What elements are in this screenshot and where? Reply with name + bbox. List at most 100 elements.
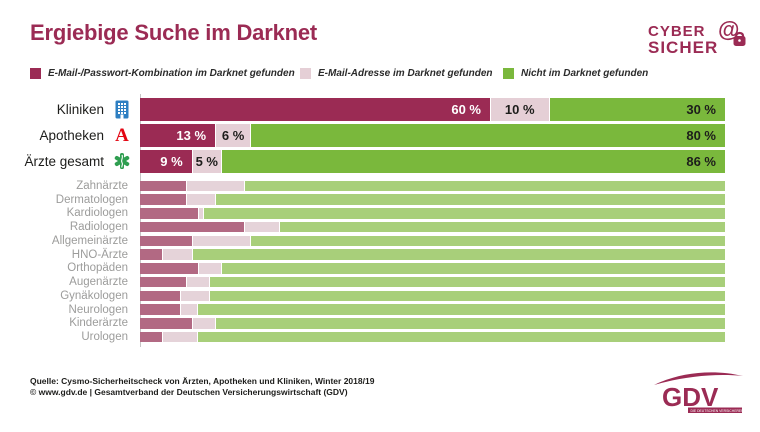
bar-segment-found-email (163, 249, 193, 260)
bar-segment-found-email (198, 263, 222, 274)
stacked-bar (140, 331, 725, 343)
category-label: HNO-Ärzte (71, 248, 128, 261)
legend-item-not-found: Nicht im Darknet gefunden (503, 66, 648, 80)
stacked-bar (140, 208, 725, 219)
stacked-bar: 9 % 5 % 86 % (140, 150, 725, 173)
row-label-cell: Kinderärzte (0, 317, 140, 330)
bar-segment-found-email (186, 180, 246, 191)
bar-segment-found-combo: 9 % (140, 150, 193, 173)
row-label-cell: Zahnärzte (0, 180, 140, 192)
bar-segment-found-combo (140, 249, 164, 260)
bar-segment-found-email: 5 % (192, 150, 222, 173)
category-label: Orthopäden (67, 262, 128, 275)
value-label: 60 % (451, 101, 481, 117)
bar-segment-found-combo (140, 221, 246, 233)
stacked-bar (140, 249, 725, 260)
apotheke-a-icon: A (115, 124, 129, 146)
bar-segment-found-email (192, 235, 252, 246)
bar-row-apotheken: Apotheken A 13 % 6 % 80 % (0, 124, 725, 147)
stacked-bar (140, 304, 725, 315)
bar-row-allgemeinärzte: Allgemeinärzte (0, 235, 725, 247)
bar-segment-found-combo: 13 % (140, 124, 217, 147)
bar-segment-not-found (204, 208, 725, 219)
row-label-cell: Kardiologen (0, 207, 140, 220)
legend-item-email-found: E-Mail-Adresse im Darknet gefunden (300, 66, 492, 80)
copyright-line: © www.gdv.de | Gesamtverband der Deutsch… (30, 387, 348, 397)
gdv-swoosh-icon (654, 372, 743, 385)
bar-segment-found-combo (140, 318, 193, 329)
category-label: Kinderärzte (69, 317, 128, 330)
bar-row-orthopäden: Orthopäden (0, 262, 725, 275)
bar-segment-found-combo (140, 276, 187, 288)
source-line: Quelle: Cysmo-Sicherheitscheck von Ärzte… (30, 376, 375, 386)
bar-segment-not-found (192, 249, 725, 260)
legend-swatch-pink (300, 67, 311, 79)
legend-label: E-Mail-Adresse im Darknet gefunden (318, 67, 493, 79)
row-label-cell: Ärzte gesamt (0, 150, 140, 173)
row-label-cell: Kliniken (0, 98, 140, 121)
bar-segment-not-found (216, 194, 725, 205)
category-label: Dermatologen (55, 193, 128, 206)
category-label: Augenärzte (69, 276, 128, 288)
bar-segment-found-combo (140, 304, 181, 315)
cyber-sicher-logo: CYBER SICHER @ (648, 17, 746, 66)
bar-segment-not-found (245, 180, 725, 191)
bar-row-dermatologen: Dermatologen (0, 193, 725, 206)
stacked-bar: 60 % 10 % 30 % (140, 98, 725, 121)
row-label-cell: Radiologen (0, 221, 140, 233)
bar-segment-not-found (251, 235, 725, 246)
category-label: Apotheken (39, 127, 104, 143)
bar-segment-found-email (186, 276, 211, 288)
legend-swatch-green (503, 67, 514, 79)
value-label: 30 % (686, 101, 716, 117)
row-label-cell: Orthopäden (0, 262, 140, 275)
cyber-logo-line1: CYBER (648, 23, 706, 40)
stacked-bar (140, 194, 725, 205)
bar-row-hno-ärzte: HNO-Ärzte (0, 248, 725, 261)
value-label: 13 % (176, 127, 207, 143)
category-label: Radiologen (69, 221, 128, 233)
row-label-cell: Gynäkologen (0, 289, 140, 302)
at-lock-icon: @ (718, 17, 748, 49)
category-label: Gynäkologen (60, 289, 128, 302)
value-label: 86 % (686, 153, 716, 169)
bar-row-neurologen: Neurologen (0, 304, 725, 316)
source-footer: Quelle: Cysmo-Sicherheitscheck von Ärzte… (30, 376, 374, 398)
bar-row-kardiologen: Kardiologen (0, 207, 725, 220)
bar-segment-found-email (198, 208, 205, 219)
row-label-cell: Dermatologen (0, 193, 140, 206)
bar-segment-not-found (210, 290, 725, 301)
bar-segment-found-email: 10 % (491, 98, 550, 121)
row-label-cell: Neurologen (0, 304, 140, 316)
bar-row-kliniken: Kliniken 60 % 10 % 30 % (0, 98, 725, 121)
stacked-bar (140, 318, 725, 329)
stacked-bar (140, 180, 725, 191)
legend-label: E-Mail-/Passwort-Kombination im Darknet … (48, 67, 295, 79)
bar-segment-found-email (180, 304, 199, 315)
bar-segment-found-combo (140, 235, 193, 246)
cyber-logo-line2: SICHER (648, 38, 719, 57)
category-label: Kardiologen (66, 207, 128, 220)
bar-row-augenärzte: Augenärzte (0, 276, 725, 288)
category-label: Urologen (81, 331, 128, 343)
bar-segment-not-found: 80 % (251, 124, 725, 147)
page-title: Ergiebige Suche im Darknet (30, 20, 317, 45)
bar-segment-found-email (180, 290, 211, 301)
bar-segment-found-combo (140, 331, 164, 343)
bar-segment-not-found (198, 304, 725, 315)
stacked-bar (140, 221, 725, 233)
bar-segment-found-combo (140, 263, 199, 274)
bar-segment-found-email (245, 221, 281, 233)
bar-segment-not-found (210, 276, 725, 288)
stacked-bar (140, 235, 725, 246)
legend-label: Nicht im Darknet gefunden (521, 67, 649, 79)
stacked-bar-chart: Kliniken 60 % 10 % 30 % Apotheken A 13 % 6 % 80 … (0, 98, 725, 346)
stacked-bar (140, 263, 725, 274)
bar-row-zahnärzte: Zahnärzte (0, 180, 725, 192)
bar-segment-found-email (186, 194, 217, 205)
bar-segment-not-found (280, 221, 725, 233)
bar-segment-not-found (216, 318, 725, 329)
legend-swatch-berry (30, 67, 41, 79)
bar-segment-not-found (221, 263, 725, 274)
